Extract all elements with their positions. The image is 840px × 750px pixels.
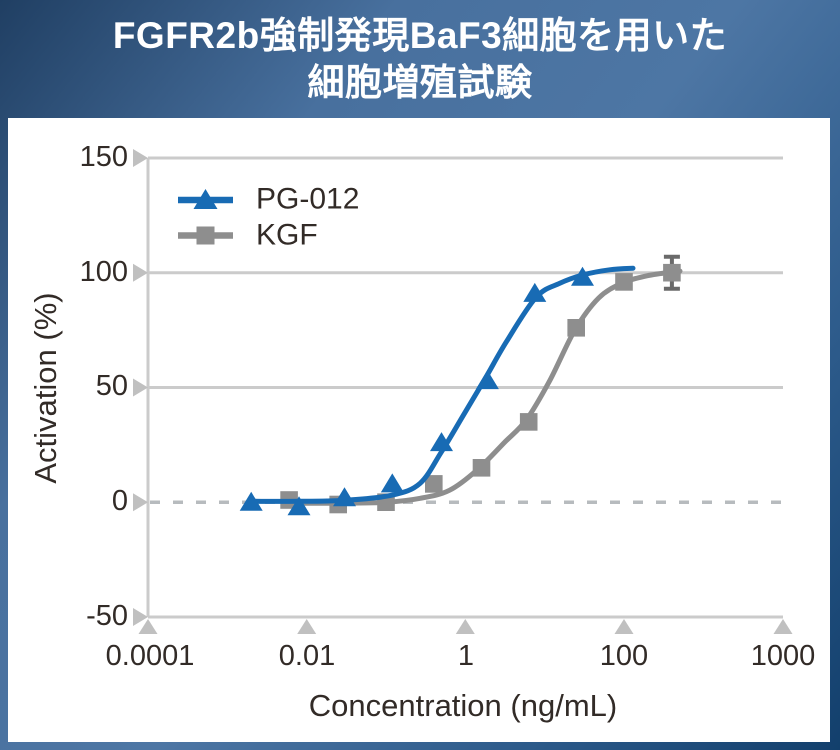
- y-tick-marker: [133, 263, 148, 282]
- y-tick-label-100: 100: [79, 255, 128, 288]
- y-tick-label-neg50: -50: [86, 599, 128, 632]
- pg-012-marker: [430, 432, 453, 452]
- pg-012-marker: [571, 266, 594, 286]
- legend-swatch-triangle: [193, 189, 218, 209]
- y-tick-marker: [133, 378, 148, 397]
- x-tick-label-0-0001: 0.0001: [105, 640, 195, 672]
- kgf-marker: [425, 475, 443, 493]
- x-tick-label-1: 1: [457, 640, 475, 672]
- kgf-marker: [615, 273, 633, 291]
- title-line-1: FGFR2b強制発現BaF3細胞を用いた: [112, 15, 728, 56]
- x-tick-marker: [773, 619, 793, 634]
- x-tick-label-1000: 1000: [750, 640, 816, 672]
- y-axis-title: Activation (%): [28, 292, 63, 484]
- y-tick-marker: [133, 149, 148, 167]
- x-tick-label-0-01: 0.01: [278, 640, 336, 672]
- x-tick-marker: [138, 619, 158, 634]
- pg-012-marker: [239, 491, 263, 511]
- pg-012-marker: [287, 496, 311, 516]
- legend-label-pg012: PG-012: [256, 182, 360, 216]
- chart-panel: [8, 118, 830, 742]
- y-tick-label-150: 150: [79, 140, 128, 173]
- kgf-marker: [663, 263, 681, 282]
- legend-swatch-square: [196, 226, 215, 245]
- legend-label-kgf: KGF: [256, 218, 318, 252]
- x-axis-title: Concentration (ng/mL): [308, 688, 618, 723]
- x-tick-marker: [614, 619, 634, 634]
- kgf-marker: [472, 459, 491, 477]
- pg-012-marker: [380, 473, 404, 493]
- x-tick-marker: [297, 619, 317, 634]
- x-tick-marker: [455, 619, 475, 634]
- pg-012-marker: [333, 487, 356, 507]
- pg-012-marker: [475, 370, 499, 390]
- chart-title: FGFR2b強制発現BaF3細胞を用いた 細胞増殖試験: [0, 0, 840, 118]
- pg-012-marker: [523, 282, 547, 302]
- title-line-2: 細胞増殖試験: [307, 62, 533, 103]
- kgf-marker: [567, 319, 585, 337]
- y-tick-marker: [133, 608, 148, 626]
- y-tick-marker: [133, 493, 148, 512]
- y-tick-label-50: 50: [95, 369, 128, 402]
- y-tick-label-0: 0: [111, 484, 128, 517]
- pg-012-curve: [248, 265, 636, 504]
- kgf-marker: [519, 413, 538, 431]
- x-tick-label-100: 100: [599, 640, 649, 672]
